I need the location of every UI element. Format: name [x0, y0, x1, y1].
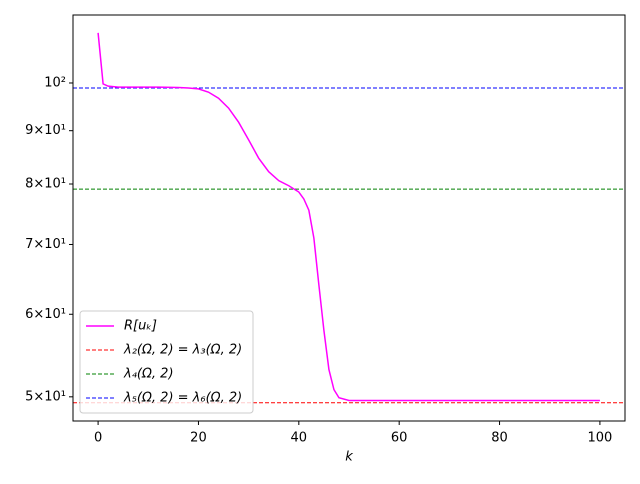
legend-box [79, 310, 254, 414]
y-tick-label: 9×10¹ [25, 123, 66, 138]
y-tick-label: 6×10¹ [25, 307, 66, 322]
x-tick-label: 80 [491, 431, 508, 446]
plot-frame [72, 14, 626, 422]
x-tick-label: 0 [94, 431, 102, 446]
x-tick-label: 20 [190, 431, 207, 446]
y-tick-label: 8×10¹ [25, 177, 66, 192]
legend-label: λ₅(Ω, 2) = λ₆(Ω, 2) [123, 391, 242, 406]
y-tick-label: 7×10¹ [25, 237, 66, 252]
x-tick-label: 100 [587, 431, 612, 446]
y-tick-label: 10² [44, 75, 66, 90]
x-tick-label: 60 [391, 431, 408, 446]
y-tick-label: 5×10¹ [25, 389, 66, 404]
x-axis-label: k [345, 450, 353, 465]
legend-label: λ₄(Ω, 2) [123, 367, 174, 382]
legend-label: R[uₖ] [124, 319, 157, 334]
legend-label: λ₂(Ω, 2) = λ₃(Ω, 2) [123, 343, 242, 358]
x-tick-label: 40 [291, 431, 308, 446]
line [97, 32, 600, 402]
